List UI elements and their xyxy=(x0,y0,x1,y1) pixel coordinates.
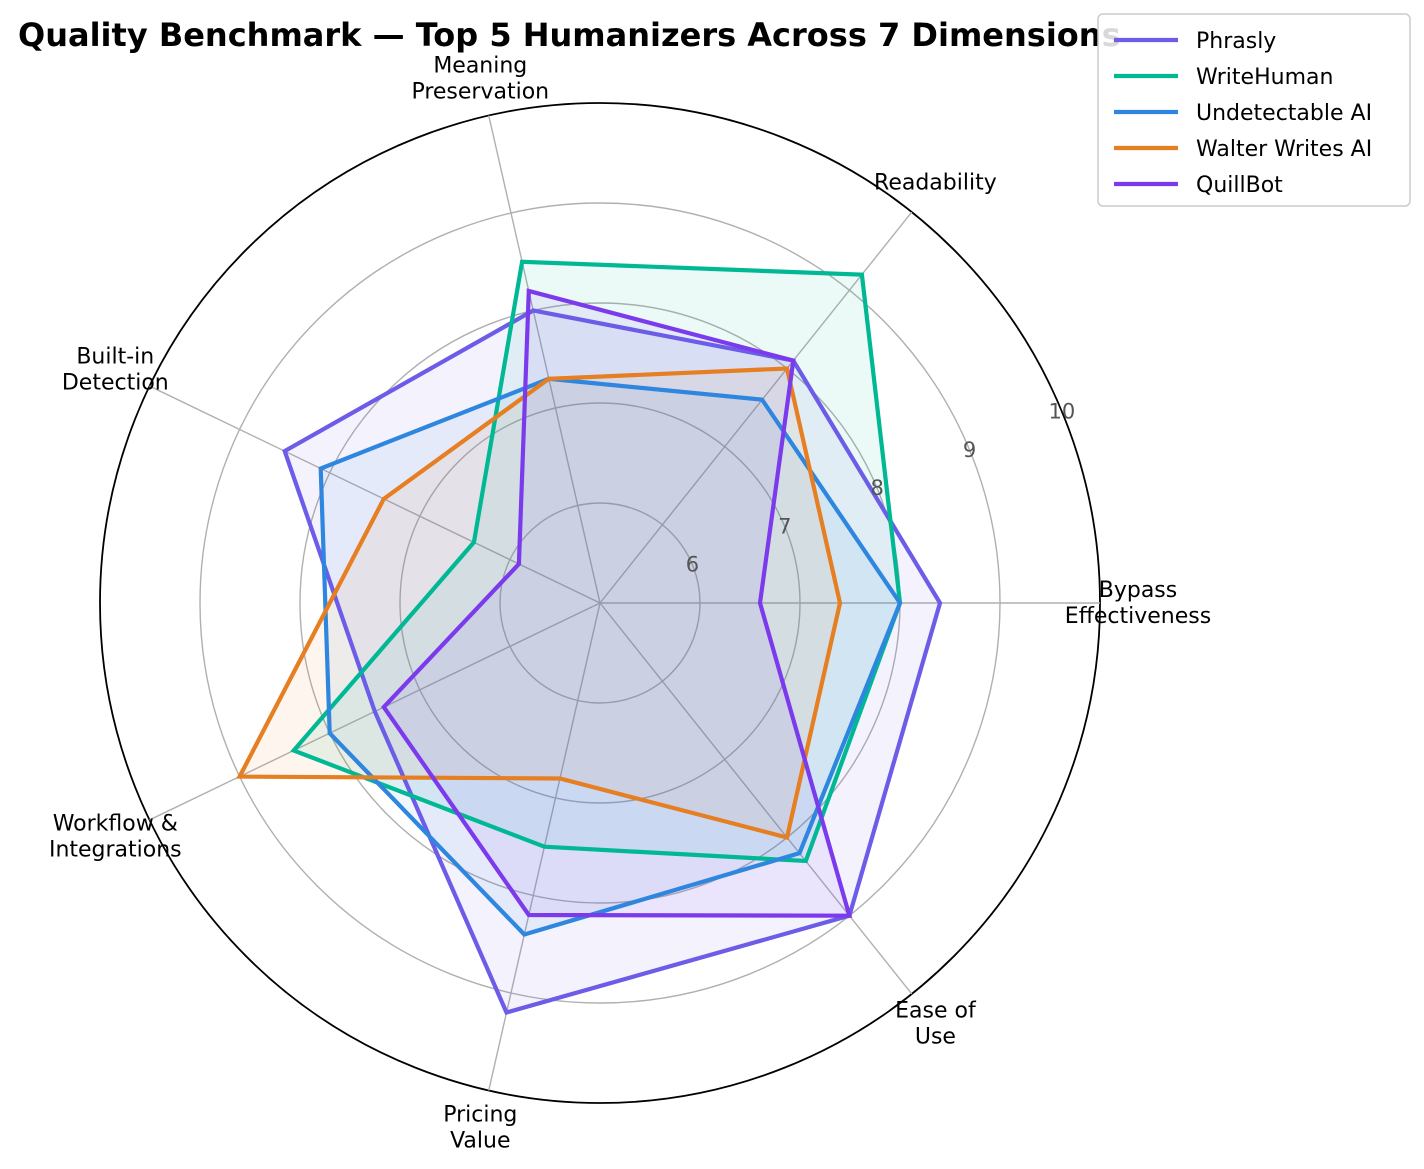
tick-label-7: 7 xyxy=(778,515,791,539)
tick-label-8: 8 xyxy=(871,476,884,500)
axis-label-line: Detection xyxy=(62,371,169,396)
series-line-4 xyxy=(381,288,853,918)
legend-frame xyxy=(1097,13,1411,207)
legend-label-3: Walter Writes AI xyxy=(1196,137,1372,162)
axis-label-5: Pricing Value xyxy=(443,1103,517,1154)
axis-label-line: Ease of xyxy=(895,999,977,1024)
series-fills xyxy=(239,261,940,1013)
axis-label-2: Meaning Preservation xyxy=(411,54,549,105)
axis-label-line: Bypass xyxy=(1099,578,1177,603)
series-line-3 xyxy=(236,366,843,841)
legend: Phrasly WriteHuman Undetectable AI Walter W… xyxy=(1097,13,1411,207)
axis-label-line: Effectiveness xyxy=(1065,604,1211,629)
radial-tick-labels: 6 7 8 9 10 xyxy=(686,400,1076,577)
legend-label-4: QuillBot xyxy=(1196,173,1283,198)
axis-label-0: Bypass Effectiveness xyxy=(1065,578,1211,629)
axis-label-line: Preservation xyxy=(411,80,549,105)
legend-label-0: Phrasly xyxy=(1196,29,1276,54)
tick-label-10: 10 xyxy=(1049,400,1076,424)
tick-label-6: 6 xyxy=(686,553,699,577)
axis-label-line: Pricing xyxy=(443,1103,517,1128)
axis-label-line: Meaning xyxy=(433,54,527,79)
tick-label-9: 9 xyxy=(963,438,976,462)
spoke-1 xyxy=(599,211,913,604)
series-line-0 xyxy=(282,308,943,1016)
series-line-1 xyxy=(290,259,903,864)
legend-label-2: Undetectable AI xyxy=(1196,101,1372,126)
series-lines xyxy=(236,259,943,1016)
axis-label-3: Built-in Detection xyxy=(62,345,169,396)
axis-label-line: Workflow & xyxy=(53,811,178,836)
series-fill-2 xyxy=(320,378,900,935)
axis-label-line: Use xyxy=(915,1025,956,1050)
series-line-2 xyxy=(318,376,903,937)
legend-label-1: WriteHuman xyxy=(1196,65,1333,90)
axis-label-1: Readability xyxy=(874,170,997,195)
series-fill-3 xyxy=(239,368,841,838)
spoke-2 xyxy=(488,115,601,604)
axis-label-6: Ease of Use xyxy=(895,999,977,1050)
spoke-6 xyxy=(599,602,913,995)
chart-title: Quality Benchmark — Top 5 Humanizers Acr… xyxy=(18,16,1121,54)
axis-label-line: Value xyxy=(450,1129,510,1154)
series-fill-4 xyxy=(383,291,850,916)
axis-label-line: Integrations xyxy=(49,837,182,862)
axis-label-line: Built-in xyxy=(76,345,154,370)
spoke-3 xyxy=(149,385,601,604)
axis-label-4: Workflow & Integrations xyxy=(49,811,182,862)
series-fill-1 xyxy=(293,261,900,861)
axis-labels: Bypass Effectiveness Readability Meaning Pre… xyxy=(49,54,1211,1154)
axis-label-line: Readability xyxy=(874,170,997,195)
